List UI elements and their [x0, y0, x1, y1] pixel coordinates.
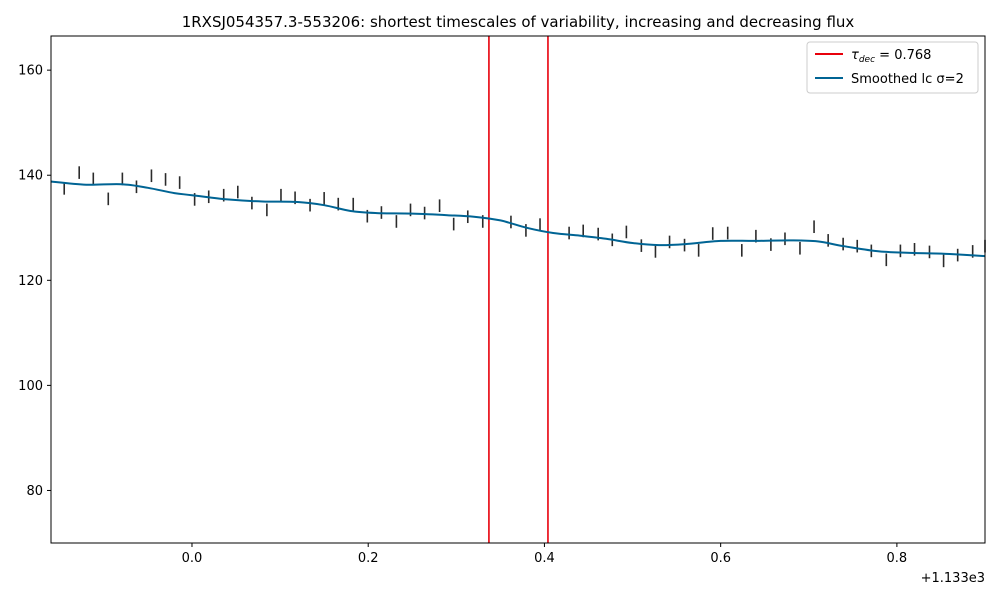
- plot-area: [51, 36, 985, 543]
- vertical-lines: [488, 36, 549, 543]
- plot-frame: [50, 35, 986, 544]
- x-tick-label-2: 0.4: [534, 551, 555, 566]
- smoothed-line: [50, 180, 986, 258]
- y-axis: 80 100 120 140 160: [18, 64, 51, 499]
- x-tick-label-3: 0.6: [710, 551, 731, 566]
- legend-label-1: Smoothed lc σ=2: [851, 72, 964, 87]
- legend-label-main-1: Smoothed lc σ=2: [851, 72, 964, 87]
- legend-label-0: τdec = 0.768: [851, 48, 931, 65]
- legend: τdec = 0.768 Smoothed lc σ=2: [806, 41, 979, 94]
- x-tick-label-1: 0.2: [358, 551, 379, 566]
- x-axis: 0.0 0.2 0.4 0.6 0.8: [182, 543, 908, 566]
- x-axis-offset-label: +1.133e3: [921, 571, 985, 586]
- legend-label-rest-0: = 0.768: [875, 48, 931, 63]
- y-tick-label-3: 140: [18, 169, 43, 184]
- legend-label-main-0: τ: [851, 48, 859, 63]
- y-tick-label-0: 80: [26, 484, 43, 499]
- y-tick-label-2: 120: [18, 274, 43, 289]
- y-tick-label-4: 160: [18, 64, 43, 79]
- legend-label-sub-0: dec: [859, 55, 875, 65]
- legend-box: [806, 41, 979, 94]
- x-tick-label-0: 0.0: [182, 551, 203, 566]
- chart-title: 1RXSJ054357.3-553206: shortest timescale…: [182, 13, 855, 31]
- smoothed-series: [50, 180, 986, 258]
- x-tick-label-4: 0.8: [887, 551, 908, 566]
- y-tick-label-1: 100: [18, 379, 43, 394]
